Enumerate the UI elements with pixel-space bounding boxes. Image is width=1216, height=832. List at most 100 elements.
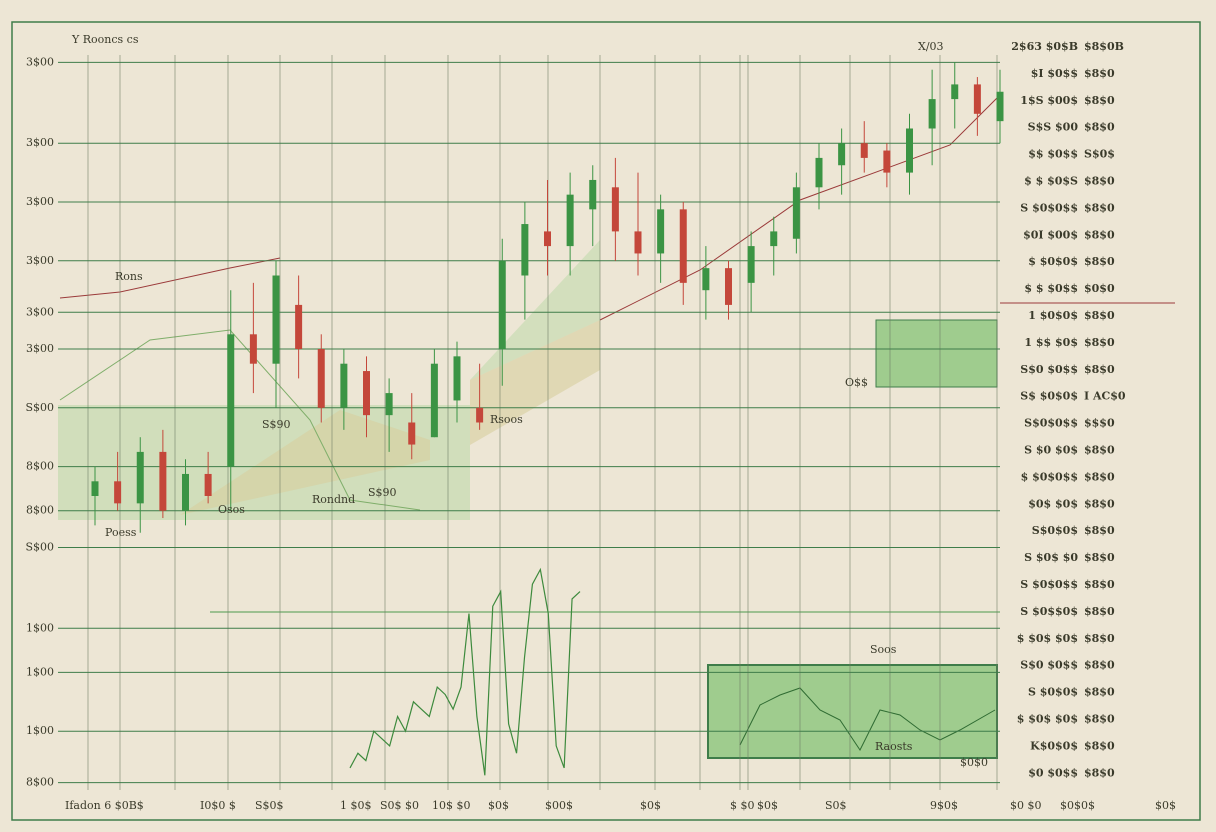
right-label: 1$S $00$: [1020, 94, 1078, 107]
annotation: S$90: [368, 486, 397, 499]
candle-body: [973, 84, 981, 114]
right-value: $8$0: [1084, 444, 1115, 457]
candle-body: [589, 179, 597, 210]
right-label: $0 $0$$: [1028, 766, 1078, 779]
candle-body: [679, 209, 687, 283]
candle-body: [838, 143, 846, 166]
candle-body: [566, 194, 574, 247]
x-tick-label: $0$: [1155, 799, 1176, 812]
x-tick-label: $ $0: [730, 799, 755, 812]
annotation: $0$0: [960, 756, 988, 769]
right-value: $8$0: [1084, 255, 1115, 268]
right-value: $8$0: [1084, 551, 1115, 564]
y-tick-label: 3$00: [26, 55, 54, 68]
candle-body: [385, 393, 393, 416]
right-value: $8$0: [1084, 766, 1115, 779]
candle-body: [363, 371, 370, 416]
right-label: S $0$0$: [1028, 686, 1078, 699]
right-value: $8$0: [1084, 121, 1115, 134]
y-tick-label: 8$00: [26, 776, 54, 789]
x-tick-label: $0$: [488, 799, 509, 812]
candle-body: [792, 187, 800, 239]
annotation: Poess: [105, 526, 137, 539]
right-label: S $0$$0$: [1020, 605, 1078, 618]
right-value: $8$0: [1084, 497, 1115, 510]
right-value: $8$0: [1084, 201, 1115, 214]
frame: [11, 21, 1201, 821]
x-tick-label: Ifadon 6 $0B$: [65, 799, 144, 812]
right-value: $8$0: [1084, 632, 1115, 645]
annotation: S$90: [262, 418, 291, 431]
right-label: $ $0$0$$: [1021, 470, 1078, 483]
right-value: $8$0: [1084, 524, 1115, 537]
right-value: $8$0: [1084, 94, 1115, 107]
right-value: S$0$: [1084, 148, 1115, 161]
candle-body: [544, 231, 551, 247]
annotation: Soos: [870, 643, 897, 656]
x-tick-label: $0$: [640, 799, 661, 812]
x-tick-label: S0$: [825, 799, 847, 812]
y-tick-label: 1$00: [26, 724, 54, 737]
x-tick-label: 9$0$: [930, 799, 958, 812]
line-series: [349, 567, 581, 776]
right-label: $0$ $0$: [1028, 497, 1078, 510]
right-label: S$0 $0$$: [1020, 363, 1078, 376]
y-tick-label: S$00: [25, 401, 54, 414]
y-tick-label: 8$00: [26, 504, 54, 517]
candle-body: [725, 268, 732, 305]
right-value: $8$0: [1084, 659, 1115, 672]
right-value: I AC$0: [1084, 390, 1126, 403]
right-value: $8$0: [1084, 228, 1115, 241]
shaded-regions: [58, 94, 1175, 759]
annotation: Rondnd: [312, 493, 355, 506]
candle-body: [136, 451, 144, 504]
candle-body: [159, 451, 167, 511]
y-tick-label: 3$00: [26, 136, 54, 149]
candle-body: [272, 275, 280, 364]
x-tick-label: $0$0$: [1060, 799, 1095, 812]
right-label: S $0$0$$: [1020, 578, 1078, 591]
candle-body: [227, 334, 235, 467]
annotation: Rsoos: [490, 413, 523, 426]
right-value: $8$0: [1084, 363, 1115, 376]
right-value: $0$0: [1084, 282, 1115, 295]
candle-body: [521, 224, 529, 276]
candle-body: [611, 187, 619, 232]
right-value: $8$0: [1084, 175, 1115, 188]
right-label: S $0$ $0: [1024, 551, 1078, 564]
right-label: $ $0$0$: [1028, 255, 1078, 268]
y-tick-label: 1$00: [26, 665, 54, 678]
right-label: $ $ $0$S: [1024, 175, 1078, 188]
annotation: Osos: [218, 503, 245, 516]
x-tick-label: $00$: [545, 799, 573, 812]
right-label: S $0$0$$: [1020, 201, 1078, 214]
shade: [470, 320, 600, 445]
y-tick-label: 8$00: [26, 460, 54, 473]
candle-body: [996, 91, 1004, 122]
right-label: 1 $$ $0$: [1024, 336, 1078, 349]
candle-body: [295, 304, 303, 349]
x-tick-label: I0$0 $: [200, 799, 236, 812]
candle-body: [249, 334, 257, 364]
x-tick-label: 1 $0$: [340, 799, 372, 812]
y-tick-label: 3$00: [26, 305, 54, 318]
inset-box: [707, 664, 998, 759]
right-label: $ $0$ $0$: [1017, 713, 1078, 726]
right-value: $$$0: [1084, 417, 1115, 430]
right-label: $ $0$ $0$: [1017, 632, 1078, 645]
inset-box: [875, 319, 998, 388]
annotation: Rons: [115, 270, 143, 283]
annotation: O$$: [845, 376, 868, 389]
candle-body: [430, 363, 438, 438]
annotation: Raosts: [875, 740, 913, 753]
candle-body: [860, 143, 868, 158]
candle-body: [702, 268, 710, 291]
candle-body: [883, 150, 891, 173]
y-tick-label: 3$00: [26, 195, 54, 208]
shade: [180, 410, 430, 515]
x-tick-label: 10$ $0: [432, 799, 471, 812]
candle-body: [182, 473, 189, 511]
candle-body: [114, 481, 122, 504]
x-tick-label: $0$: [757, 799, 778, 812]
